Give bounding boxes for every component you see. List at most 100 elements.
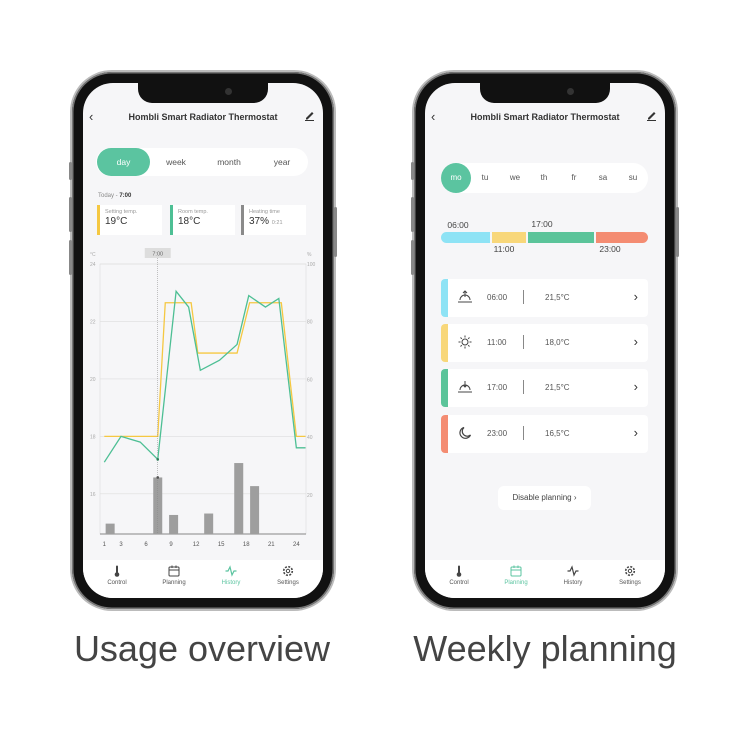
planning-screen: ‹ Hombli Smart Radiator Thermostat mo tu… <box>425 83 665 598</box>
entry-time: 11:00 <box>487 338 507 347</box>
heating-bar <box>234 463 244 534</box>
caption-usage-overview: Usage overview <box>73 628 331 669</box>
thermometer-icon <box>114 565 120 577</box>
history-chart: °C % 16 18 20 22 24 20 40 60 80 100 1 3 6 9 12 15 18 21 24 7:… <box>90 248 316 548</box>
timeline-label: 17:00 <box>531 219 553 229</box>
day-tu[interactable]: tu <box>481 173 489 182</box>
y2-tick-label: 40 <box>307 435 313 441</box>
thermometer-icon <box>456 565 462 577</box>
tab-bar: Control Planning History Settings <box>425 560 665 598</box>
x-tick-label: 21 <box>268 542 275 548</box>
cursor-point <box>156 476 160 479</box>
phone-usage-overview: ‹ Hombli Smart Radiator Thermostat day w… <box>69 72 337 609</box>
entry-temp: 21,5°C <box>545 383 570 392</box>
day-sa[interactable]: sa <box>598 173 608 182</box>
sunset-icon <box>458 381 472 393</box>
y-axis-label: °C <box>90 252 96 258</box>
entry-time: 17:00 <box>487 383 508 392</box>
day-mo[interactable]: mo <box>441 163 471 193</box>
day-selector: mo tu we th fr sa su <box>441 163 648 193</box>
x-tick-label: 15 <box>218 542 225 548</box>
heating-bar <box>169 514 179 534</box>
sun-icon <box>458 335 472 349</box>
setting-temp-card: Setting temp. 19°C <box>97 205 162 235</box>
timeline-evening <box>528 232 594 243</box>
nav-control[interactable]: Control <box>92 565 142 586</box>
period-selector: day week month year <box>96 148 308 176</box>
timeline-label: 23:00 <box>599 244 621 254</box>
page-title: Hombli Smart Radiator Thermostat <box>128 112 278 122</box>
tab-week[interactable]: week <box>166 157 186 167</box>
heating-bar <box>250 486 260 534</box>
y2-axis-label: % <box>307 252 312 258</box>
y-tick-label: 20 <box>90 377 96 383</box>
gear-icon <box>282 565 294 577</box>
y2-tick-label: 100 <box>307 262 316 268</box>
today-label: Today - 7:00 <box>98 193 132 199</box>
x-tick-label: 6 <box>144 542 148 548</box>
chevron-right-icon: › <box>633 379 638 394</box>
schedule-row[interactable]: 23:00 16,5°C › <box>441 415 648 453</box>
schedule-row[interactable]: 11:00 18,0°C › <box>441 324 648 362</box>
heating-time-card: Heating time 37% 0:21 <box>241 205 306 235</box>
notch <box>138 83 268 103</box>
moon-icon <box>459 426 472 439</box>
heating-bar <box>153 477 163 534</box>
edit-icon[interactable] <box>646 110 657 121</box>
setting-temp-line <box>104 302 306 437</box>
card-label: Setting temp. <box>105 209 138 215</box>
timeline-label: 06:00 <box>447 220 469 230</box>
cursor-point <box>156 458 160 461</box>
y-tick-label: 18 <box>90 434 96 440</box>
activity-icon <box>567 565 579 577</box>
card-label: Heating time <box>249 209 280 215</box>
timeline-night <box>596 232 648 243</box>
cursor-tooltip <box>144 248 171 258</box>
nav-control[interactable]: Control <box>434 565 484 586</box>
disable-planning-button[interactable]: Disable planning › <box>498 486 591 510</box>
nav-history[interactable]: History <box>548 565 598 586</box>
x-tick-label: 1 <box>103 542 107 548</box>
card-value: 37% 0:21 <box>249 216 283 227</box>
entry-temp: 18,0°C <box>545 338 570 347</box>
y-tick-label: 22 <box>90 319 96 325</box>
chevron-right-icon: › <box>633 334 638 349</box>
y2-tick-label: 60 <box>307 377 313 383</box>
phone-weekly-planning: ‹ Hombli Smart Radiator Thermostat mo tu… <box>411 72 679 609</box>
entry-temp: 21,5°C <box>545 293 570 302</box>
schedule-row[interactable]: 06:00 21,5°C › <box>441 279 648 317</box>
y2-tick-label: 80 <box>307 320 313 326</box>
card-value: 18°C <box>178 216 201 227</box>
tab-bar: Control Planning History Settings <box>83 560 323 598</box>
back-button[interactable]: ‹ <box>431 109 436 124</box>
timeline-day <box>492 232 526 243</box>
x-tick-label: 12 <box>193 542 200 548</box>
card-value: 19°C <box>105 216 128 227</box>
day-fr[interactable]: fr <box>571 173 577 182</box>
day-th[interactable]: th <box>540 173 548 182</box>
nav-settings[interactable]: Settings <box>605 565 655 586</box>
back-button[interactable]: ‹ <box>89 109 94 124</box>
timeline-label: 11:00 <box>493 244 515 254</box>
schedule-row[interactable]: 17:00 21,5°C › <box>441 369 648 407</box>
nav-history[interactable]: History <box>206 565 256 586</box>
tab-year[interactable]: year <box>273 157 291 167</box>
day-su[interactable]: su <box>628 173 638 182</box>
y2-tick-label: 20 <box>307 493 313 499</box>
caption-weekly-planning: Weekly planning <box>413 628 677 669</box>
tab-month[interactable]: month <box>217 157 241 167</box>
day-we[interactable]: we <box>509 173 521 182</box>
card-label: Room temp. <box>178 209 208 215</box>
nav-planning[interactable]: Planning <box>491 565 541 586</box>
edit-icon[interactable] <box>304 110 315 121</box>
cursor-label: 7:00 <box>152 252 163 258</box>
x-tick-label: 9 <box>169 542 173 548</box>
calendar-icon <box>168 565 180 577</box>
nav-planning[interactable]: Planning <box>149 565 199 586</box>
history-screen: ‹ Hombli Smart Radiator Thermostat day w… <box>83 83 323 598</box>
calendar-icon <box>510 565 522 577</box>
nav-settings[interactable]: Settings <box>263 565 313 586</box>
camera-icon <box>225 88 232 95</box>
camera-icon <box>567 88 574 95</box>
tab-day[interactable]: day <box>97 148 150 176</box>
